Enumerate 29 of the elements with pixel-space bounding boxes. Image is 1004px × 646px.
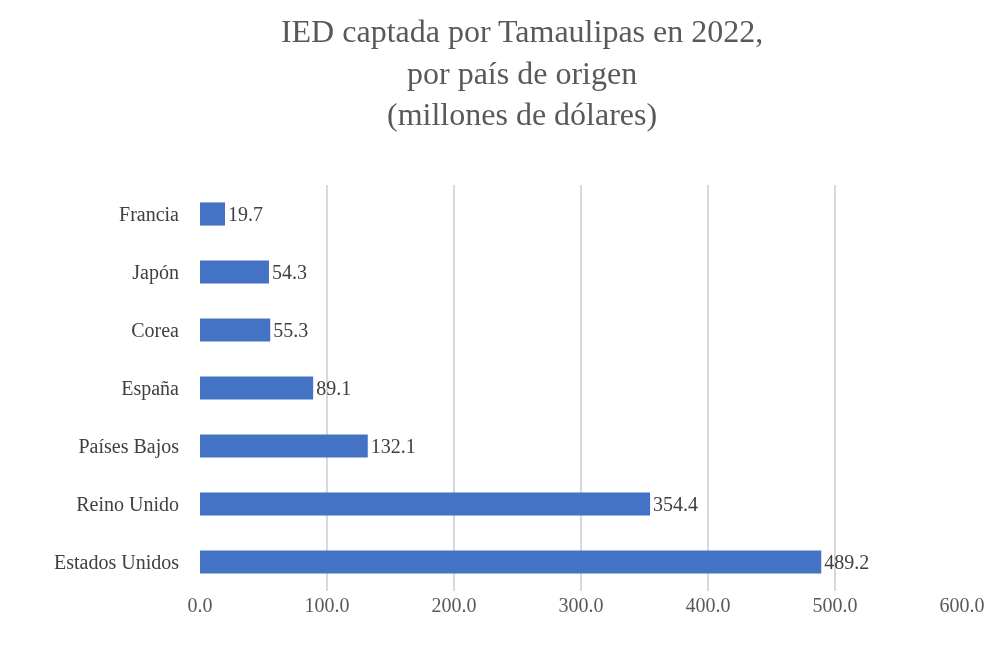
y-tick-label: Japón xyxy=(132,261,179,284)
x-tick-label: 400.0 xyxy=(685,594,731,616)
bar xyxy=(200,202,226,226)
bar xyxy=(200,492,651,516)
bar xyxy=(200,376,314,400)
chart-title: IED captada por Tamaulipas en 2022, por país de origen (millones de dólares) xyxy=(280,12,764,133)
data-label: 55.3 xyxy=(273,319,309,341)
y-tick-label: Francia xyxy=(119,203,180,225)
data-label: 19.7 xyxy=(228,203,264,225)
data-label: 132.1 xyxy=(370,435,416,457)
data-label: 354.4 xyxy=(653,493,699,515)
bar xyxy=(200,260,269,284)
data-label: 89.1 xyxy=(316,377,352,399)
y-tick-label: España xyxy=(121,377,180,400)
y-tick-label: Estados Unidos xyxy=(54,551,180,573)
x-tick-label: 0.0 xyxy=(187,594,213,616)
data-label: 54.3 xyxy=(271,261,307,283)
bar xyxy=(200,318,271,342)
y-tick-label: Corea xyxy=(131,319,180,341)
y-tick-label: Reino Unido xyxy=(76,493,179,515)
x-tick-label: 500.0 xyxy=(812,594,858,616)
bar xyxy=(200,434,368,458)
bar xyxy=(200,550,822,574)
data-label: 489.2 xyxy=(824,551,870,573)
x-tick-label: 200.0 xyxy=(431,594,477,616)
x-tick-label: 600.0 xyxy=(939,594,985,616)
x-tick-label: 100.0 xyxy=(304,594,350,616)
x-tick-label: 300.0 xyxy=(558,594,604,616)
y-tick-label: Países Bajos xyxy=(78,435,180,458)
